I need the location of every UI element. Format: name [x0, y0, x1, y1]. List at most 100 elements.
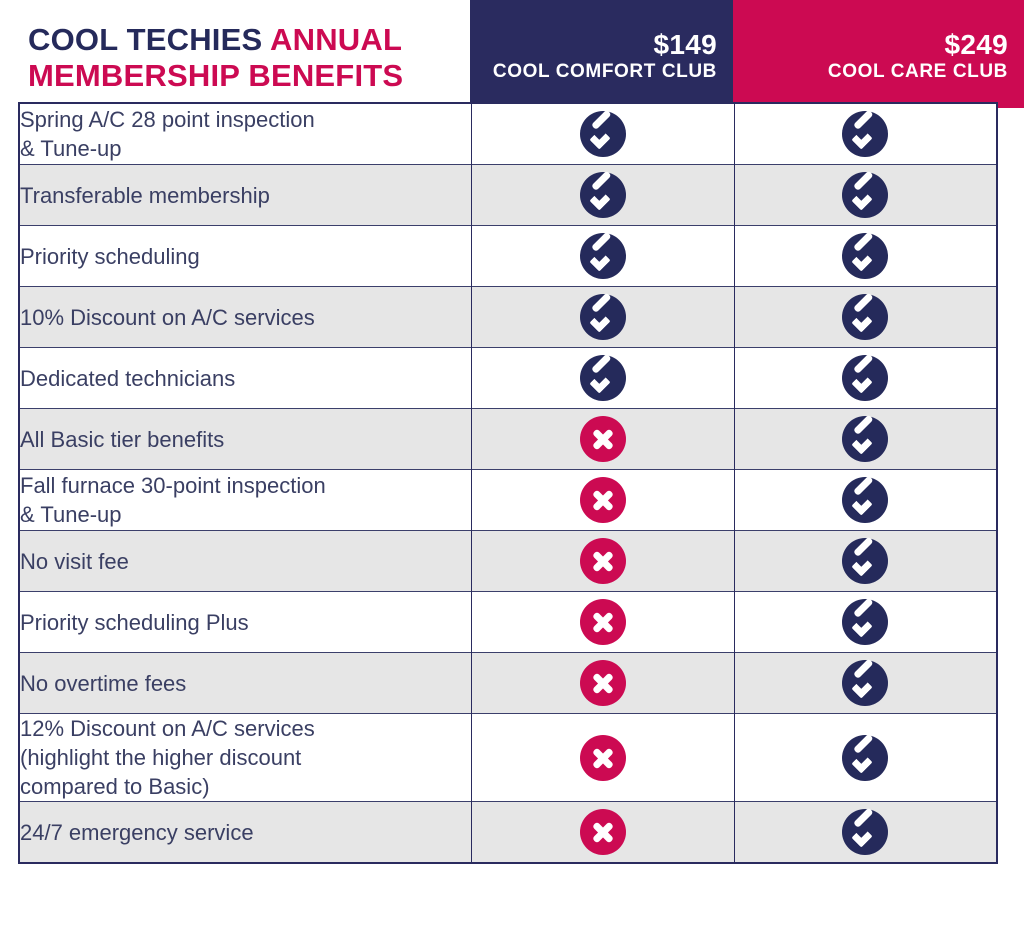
cell-comfort [471, 286, 735, 348]
feature-label: 10% Discount on A/C services [19, 286, 472, 348]
check-icon [842, 416, 889, 462]
table-row: 12% Discount on A/C services (highlight … [19, 713, 997, 802]
feature-label: Transferable membership [19, 164, 472, 226]
cell-comfort [471, 469, 735, 531]
page-title-brand: COOL TECHIES [28, 22, 271, 57]
cell-comfort [471, 530, 735, 592]
feature-label-line: 12% Discount on A/C services [20, 716, 315, 741]
feature-label-line: compared to Basic) [20, 774, 210, 799]
feature-label-line: Priority scheduling [20, 243, 200, 269]
plan-header-comfort[interactable]: $149 COOL COMFORT CLUB [470, 0, 733, 108]
feature-label: Priority scheduling Plus [19, 591, 472, 653]
feature-label-line: (highlight the higher discount [20, 745, 302, 770]
feature-label-line: 10% Discount on A/C services [20, 304, 315, 330]
table-row: Fall furnace 30-point inspection & Tune-… [19, 469, 997, 531]
check-icon [579, 172, 626, 218]
cell-comfort [471, 103, 735, 165]
cross-icon [579, 809, 626, 855]
check-icon [842, 538, 889, 584]
page-title-annual: ANNUAL [270, 22, 403, 57]
check-icon [842, 477, 889, 523]
feature-label: Spring A/C 28 point inspection & Tune-up [19, 103, 472, 165]
cross-icon [579, 477, 626, 523]
feature-label-line: All Basic tier benefits [20, 426, 225, 452]
cell-care [734, 408, 997, 470]
cell-care [734, 652, 997, 714]
feature-label: No overtime fees [19, 652, 472, 714]
cell-care [734, 103, 997, 165]
plan-price-comfort: $149 [653, 29, 717, 60]
check-icon [842, 809, 889, 855]
feature-label-line: No visit fee [20, 548, 129, 574]
feature-label-line: Spring A/C 28 point inspection [20, 107, 315, 132]
cell-care [734, 347, 997, 409]
cell-care [734, 469, 997, 531]
feature-label-line: & Tune-up [20, 136, 122, 161]
table-row: Spring A/C 28 point inspection & Tune-up [19, 103, 997, 165]
check-icon [579, 355, 626, 401]
plan-name-care: COOL CARE CLUB [827, 61, 1008, 82]
cell-comfort [471, 652, 735, 714]
cell-comfort [471, 164, 735, 226]
cell-comfort [471, 713, 735, 802]
check-icon [842, 294, 889, 340]
page-title-line-2: MEMBERSHIP BENEFITS [28, 58, 404, 93]
feature-label: 24/7 emergency service [19, 801, 472, 863]
feature-label: Dedicated technicians [19, 347, 472, 409]
check-icon [842, 111, 889, 157]
table-row: Dedicated technicians [19, 347, 997, 409]
feature-label-line: Transferable membership [20, 182, 270, 208]
check-icon [842, 355, 889, 401]
cross-icon [579, 416, 626, 462]
table-row: No visit fee [19, 530, 997, 592]
feature-label-line: Priority scheduling Plus [20, 609, 249, 635]
cell-care [734, 530, 997, 592]
table-row: Priority scheduling Plus [19, 591, 997, 653]
cross-icon [579, 660, 626, 706]
page-title: COOL TECHIES ANNUAL MEMBERSHIP BENEFITS [0, 0, 470, 108]
cell-comfort [471, 591, 735, 653]
check-icon [579, 294, 626, 340]
plan-name-comfort: COOL COMFORT CLUB [492, 61, 717, 82]
benefits-table-body: Spring A/C 28 point inspection & Tune-up… [19, 103, 997, 863]
cell-care [734, 286, 997, 348]
cell-comfort [471, 408, 735, 470]
check-icon [579, 233, 626, 279]
cell-comfort [471, 347, 735, 409]
table-row: 10% Discount on A/C services [19, 286, 997, 348]
check-icon [842, 599, 889, 645]
feature-label: Priority scheduling [19, 225, 472, 287]
cross-icon [579, 599, 626, 645]
cell-comfort [471, 801, 735, 863]
feature-label-line: Dedicated technicians [20, 365, 236, 391]
feature-label: All Basic tier benefits [19, 408, 472, 470]
feature-label-line: & Tune-up [20, 502, 122, 527]
page-title-line-1: COOL TECHIES ANNUAL [28, 22, 452, 58]
feature-label-line: 24/7 emergency service [20, 819, 254, 845]
plan-price-care: $249 [944, 29, 1008, 60]
cell-care [734, 164, 997, 226]
feature-label: No visit fee [19, 530, 472, 592]
header-band: COOL TECHIES ANNUAL MEMBERSHIP BENEFITS … [0, 0, 1024, 108]
cross-icon [579, 538, 626, 584]
check-icon [579, 111, 626, 157]
feature-label: Fall furnace 30-point inspection & Tune-… [19, 469, 472, 531]
cell-care [734, 713, 997, 802]
check-icon [842, 233, 889, 279]
benefits-table: Spring A/C 28 point inspection & Tune-up… [18, 102, 998, 864]
cell-care [734, 591, 997, 653]
cell-care [734, 225, 997, 287]
cell-comfort [471, 225, 735, 287]
cross-icon [579, 734, 626, 781]
check-icon [842, 660, 889, 706]
check-icon [842, 172, 889, 218]
check-icon [842, 734, 889, 781]
feature-label-line: No overtime fees [20, 670, 187, 696]
feature-label: 12% Discount on A/C services (highlight … [19, 713, 472, 802]
table-row: Transferable membership [19, 164, 997, 226]
cell-care [734, 801, 997, 863]
plan-header-care[interactable]: $249 COOL CARE CLUB [733, 0, 1024, 108]
table-row: Priority scheduling [19, 225, 997, 287]
table-row: No overtime fees [19, 652, 997, 714]
